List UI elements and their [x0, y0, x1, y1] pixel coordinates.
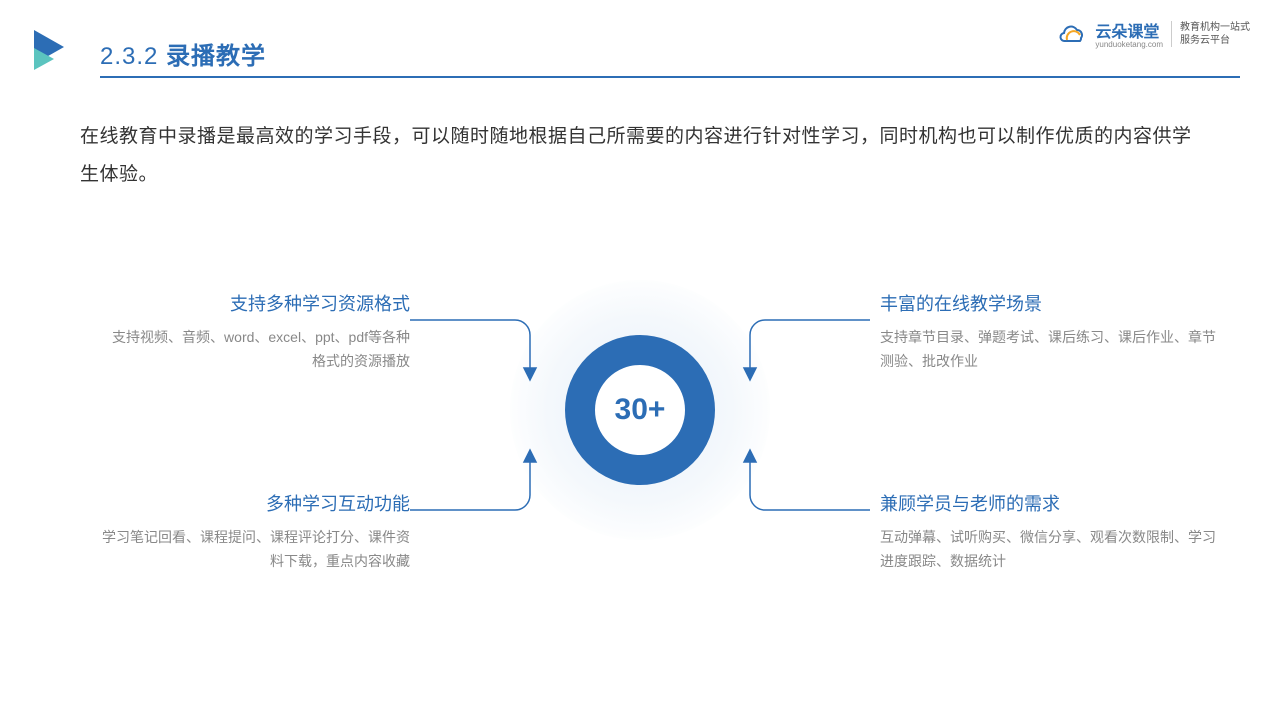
brand-domain: yunduoketang.com [1095, 40, 1163, 49]
cloud-icon [1059, 24, 1087, 44]
connector-top-left [410, 310, 560, 390]
connector-bottom-right [720, 440, 870, 520]
brand-name: 云朵课堂 [1095, 24, 1159, 41]
spoke-desc: 互动弹幕、试听购买、微信分享、观看次数限制、学习进度跟踪、数据统计 [880, 526, 1220, 574]
brand-logo: 云朵课堂 yunduoketang.com 教育机构一站式服务云平台 [1059, 18, 1250, 49]
spoke-desc: 支持视频、音频、word、excel、ppt、pdf等各种格式的资源播放 [100, 326, 410, 374]
intro-paragraph: 在线教育中录播是最高效的学习手段，可以随时随地根据自己所需要的内容进行针对性学习… [80, 118, 1200, 194]
center-value: 30+ [615, 393, 666, 427]
spoke-title: 多种学习互动功能 [100, 490, 410, 516]
logo-text-block: 云朵课堂 yunduoketang.com [1095, 18, 1163, 49]
spoke-top-right: 丰富的在线教学场景 支持章节目录、弹题考试、课后练习、课后作业、章节测验、批改作… [880, 290, 1220, 374]
center-ring: 30+ [565, 335, 715, 485]
spoke-desc: 学习笔记回看、课程提问、课程评论打分、课件资料下载，重点内容收藏 [100, 526, 410, 574]
spoke-title: 丰富的在线教学场景 [880, 290, 1220, 316]
spoke-title: 支持多种学习资源格式 [100, 290, 410, 316]
title-text: 录播教学 [166, 43, 266, 70]
spoke-title: 兼顾学员与老师的需求 [880, 490, 1220, 516]
brand-tagline: 教育机构一站式服务云平台 [1180, 21, 1250, 47]
spoke-desc: 支持章节目录、弹题考试、课后练习、课后作业、章节测验、批改作业 [880, 326, 1220, 374]
connector-top-right [720, 310, 870, 390]
title-underline [100, 76, 1240, 78]
section-number: 2.3.2 [100, 43, 158, 70]
feature-diagram: 30+ 支持多种学习资源格式 支持视频、音频、word、excel、ppt、pd… [0, 260, 1280, 680]
spoke-bottom-right: 兼顾学员与老师的需求 互动弹幕、试听购买、微信分享、观看次数限制、学习进度跟踪、… [880, 490, 1220, 574]
play-icon [34, 30, 74, 70]
spoke-bottom-left: 多种学习互动功能 学习笔记回看、课程提问、课程评论打分、课件资料下载，重点内容收… [100, 490, 410, 574]
connector-bottom-left [410, 440, 560, 520]
slide-title: 2.3.2 录播教学 [100, 36, 266, 71]
logo-divider [1171, 21, 1172, 47]
spoke-top-left: 支持多种学习资源格式 支持视频、音频、word、excel、ppt、pdf等各种… [100, 290, 410, 374]
